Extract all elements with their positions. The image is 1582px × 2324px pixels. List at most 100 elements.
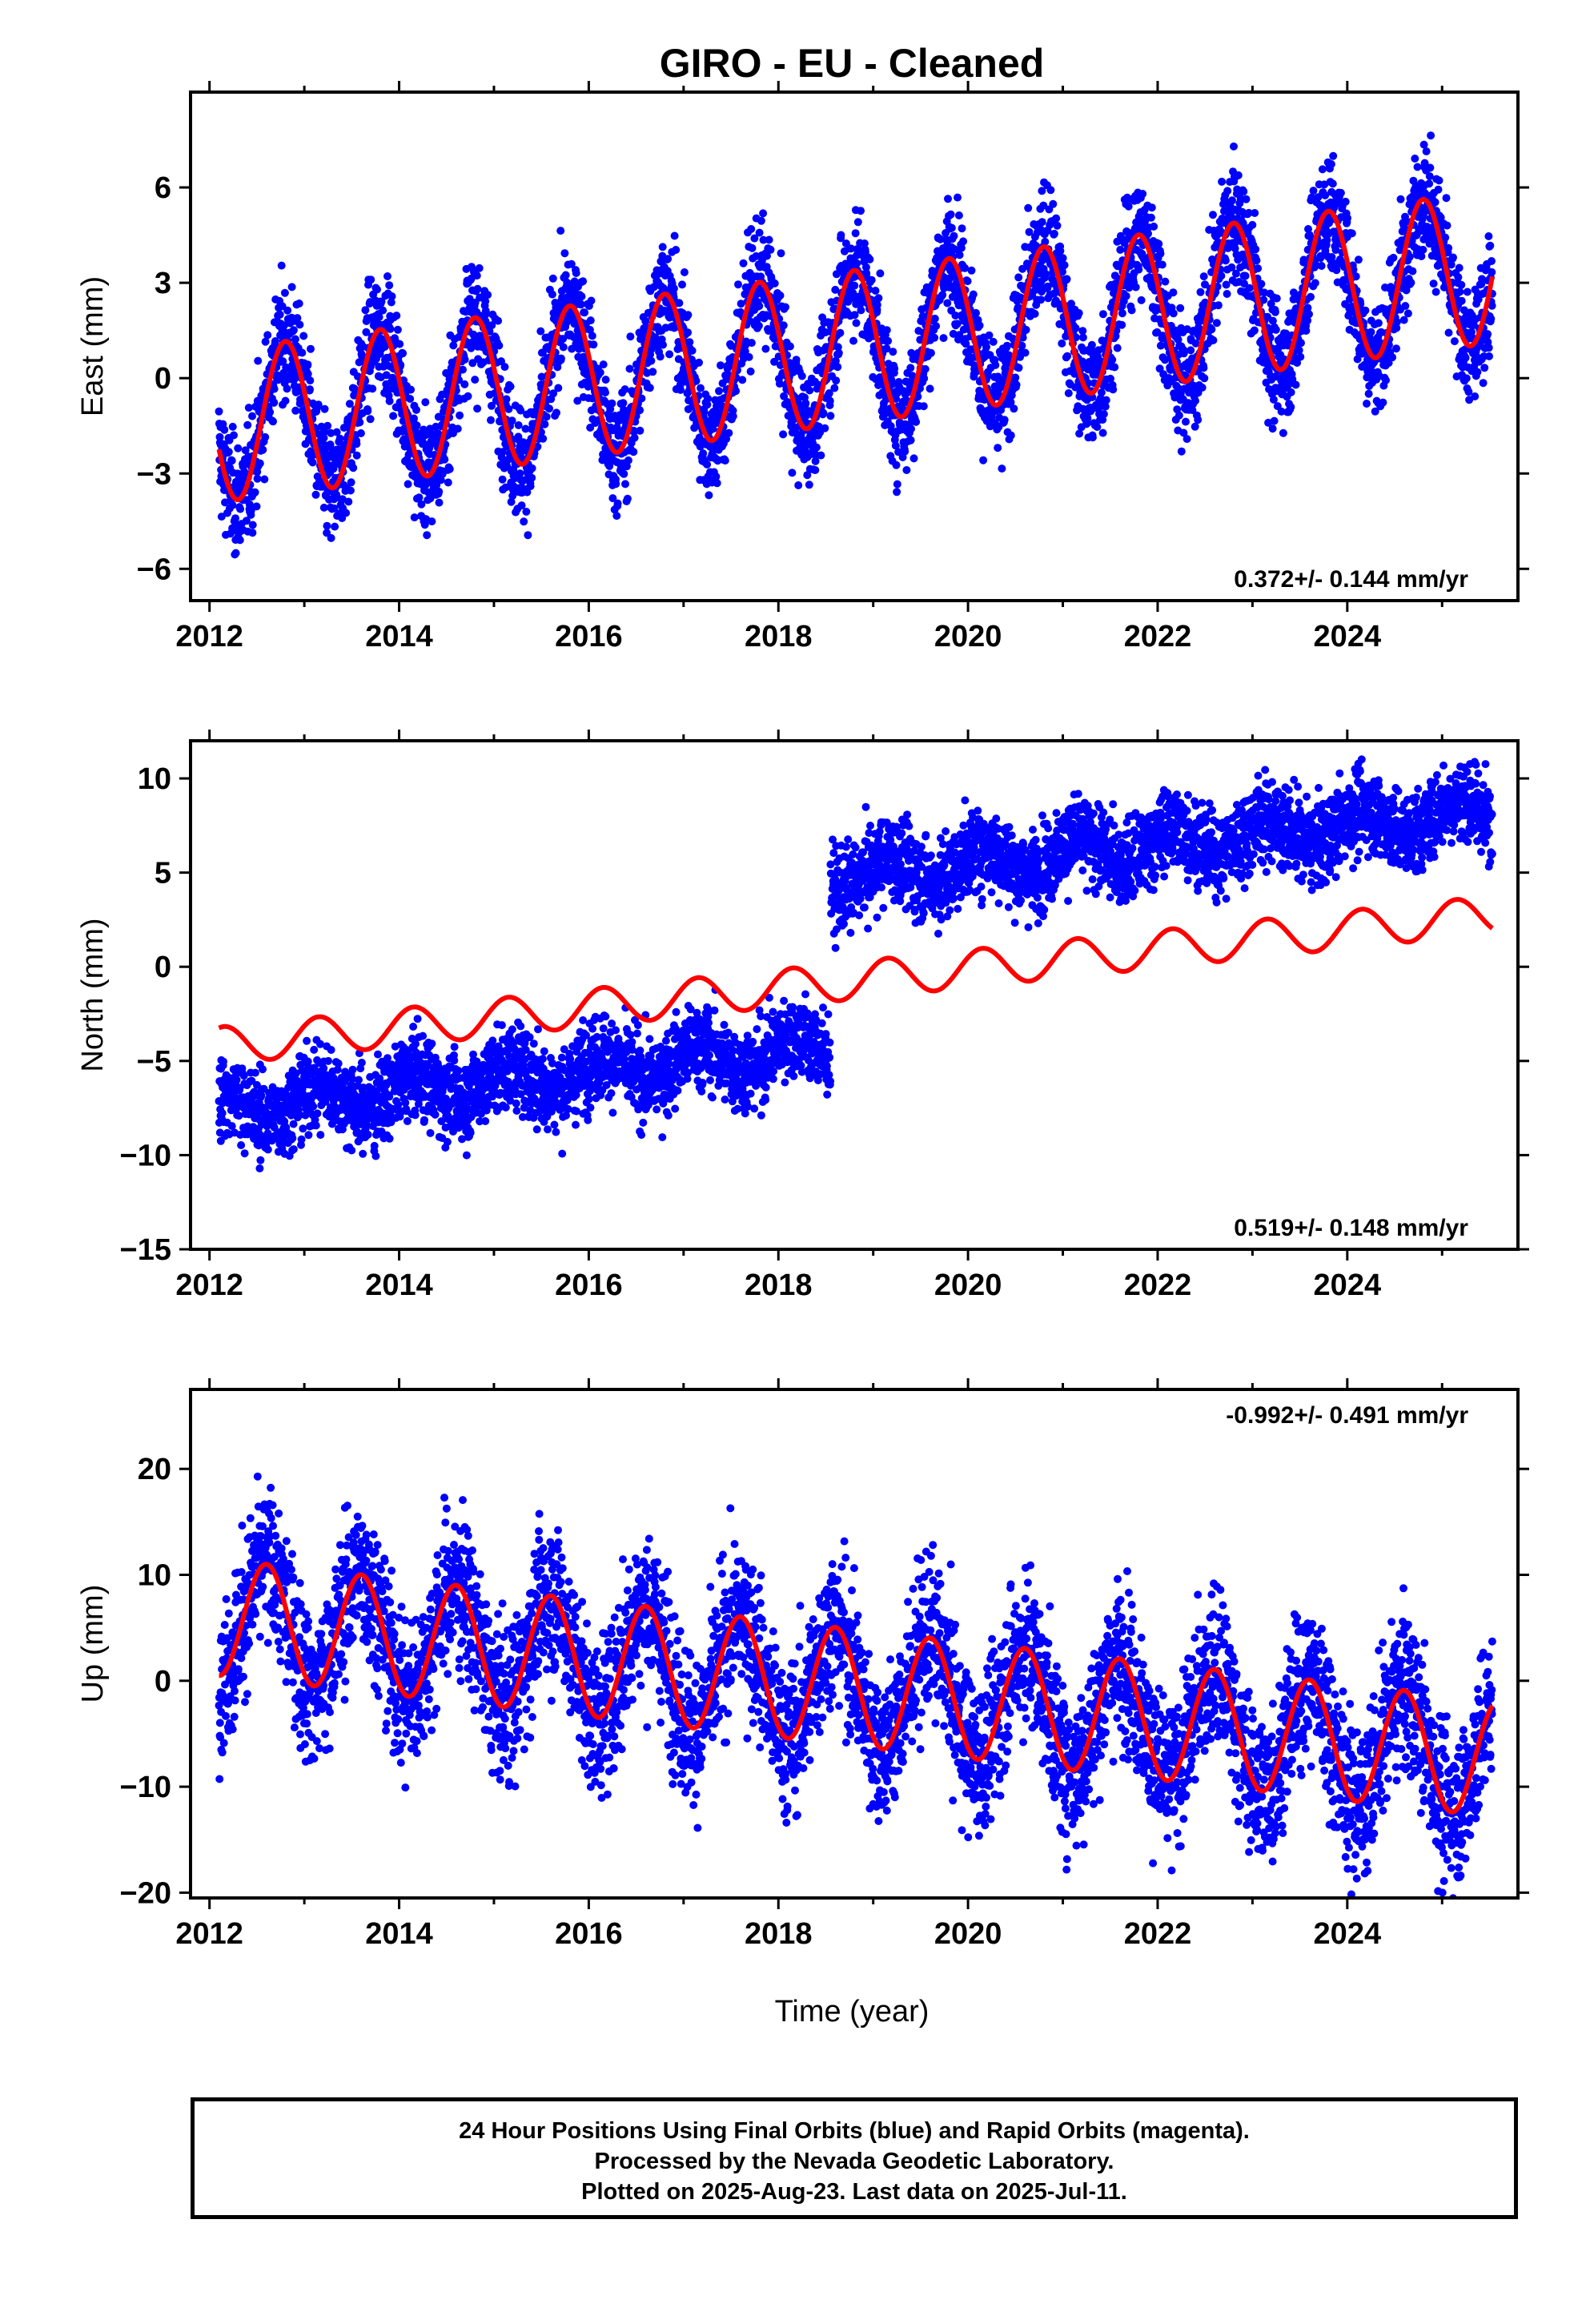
east-data-point bbox=[280, 288, 289, 297]
east-data-point bbox=[494, 316, 503, 325]
east-data-point bbox=[636, 406, 644, 415]
east-data-point bbox=[1361, 306, 1370, 315]
east-data-point bbox=[684, 328, 693, 337]
east-data-point bbox=[471, 376, 480, 384]
east-data-point bbox=[1097, 388, 1106, 397]
east-data-point bbox=[500, 363, 509, 372]
east-data-point bbox=[1367, 328, 1375, 336]
east-data-point bbox=[435, 498, 444, 507]
east-data-point bbox=[1279, 428, 1287, 437]
east-data-point bbox=[227, 456, 236, 465]
east-data-point bbox=[331, 522, 339, 531]
east-data-point bbox=[373, 285, 381, 294]
east-data-point bbox=[1392, 318, 1401, 326]
east-data-point bbox=[220, 425, 229, 434]
east-data-point bbox=[754, 321, 763, 330]
east-data-point bbox=[1336, 188, 1345, 197]
east-data-point bbox=[392, 312, 401, 320]
east-data-point bbox=[1431, 287, 1440, 296]
east-data-point bbox=[1487, 315, 1496, 324]
east-data-point bbox=[770, 357, 779, 366]
east-data-point bbox=[850, 281, 859, 290]
east-data-point bbox=[1341, 197, 1350, 206]
east-data-point bbox=[385, 281, 394, 290]
y-tick-label: 10 bbox=[138, 762, 171, 796]
east-data-point bbox=[1455, 263, 1464, 272]
east-data-point bbox=[704, 394, 713, 403]
east-data-point bbox=[882, 326, 891, 335]
y-tick-label: 5 bbox=[155, 857, 171, 891]
east-data-point bbox=[700, 408, 709, 416]
east-data-point bbox=[1006, 431, 1015, 440]
east-data-point bbox=[235, 536, 244, 545]
east-data-point bbox=[507, 497, 516, 506]
east-data-point bbox=[573, 396, 582, 405]
east-data-point bbox=[832, 376, 841, 385]
east-data-point bbox=[231, 514, 239, 523]
east-data-point bbox=[283, 306, 292, 315]
east-data-point bbox=[684, 311, 693, 320]
east-data-point bbox=[1411, 155, 1419, 163]
east-data-point bbox=[399, 349, 408, 358]
east-data-point bbox=[1223, 290, 1231, 298]
east-data-point bbox=[299, 332, 308, 340]
east-data-point bbox=[560, 249, 569, 258]
east-data-point bbox=[1480, 364, 1489, 372]
east-data-point bbox=[1186, 346, 1195, 355]
east-data-point bbox=[1037, 296, 1046, 304]
east-data-point bbox=[588, 332, 596, 340]
east-data-point bbox=[750, 234, 759, 243]
east-data-point bbox=[1196, 287, 1205, 296]
east-data-point bbox=[393, 325, 402, 334]
east-data-point bbox=[847, 244, 856, 253]
east-data-point bbox=[567, 259, 576, 268]
east-data-point bbox=[295, 300, 303, 308]
east-data-point bbox=[1179, 349, 1188, 358]
east-data-point bbox=[620, 385, 629, 394]
east-data-point bbox=[1363, 400, 1371, 408]
east-data-point bbox=[1449, 253, 1457, 262]
east-data-point bbox=[1169, 288, 1178, 297]
east-data-point bbox=[699, 449, 708, 458]
east-data-point bbox=[1182, 417, 1190, 426]
east-data-point bbox=[349, 464, 358, 472]
east-data-point bbox=[1396, 195, 1405, 203]
east-data-point bbox=[770, 279, 779, 287]
east-data-point bbox=[320, 404, 329, 413]
east-data-point bbox=[1328, 179, 1337, 188]
east-data-point bbox=[1241, 271, 1250, 280]
east-data-point bbox=[954, 211, 963, 219]
east-data-point bbox=[320, 428, 329, 436]
east-data-point bbox=[559, 343, 568, 352]
east-data-point bbox=[636, 426, 644, 435]
east-data-point bbox=[389, 412, 398, 420]
east-data-point bbox=[572, 269, 580, 277]
east-data-point bbox=[759, 235, 768, 244]
east-data-point bbox=[892, 460, 901, 469]
east-data-point bbox=[1485, 352, 1493, 360]
east-data-point bbox=[775, 380, 784, 388]
east-data-point bbox=[421, 398, 430, 407]
east-data-point bbox=[979, 456, 988, 464]
east-data-point bbox=[1272, 294, 1281, 303]
east-data-point bbox=[1427, 131, 1435, 140]
east-data-point bbox=[1454, 273, 1463, 282]
east-data-point bbox=[245, 500, 254, 509]
east-data-point bbox=[621, 480, 629, 489]
east-data-point bbox=[460, 355, 469, 364]
east-data-point bbox=[287, 283, 296, 292]
east-data-point bbox=[641, 317, 650, 325]
east-data-point bbox=[1110, 363, 1119, 372]
east-data-point bbox=[539, 434, 548, 443]
east-data-point bbox=[906, 364, 915, 372]
east-data-point bbox=[234, 444, 243, 452]
east-data-point bbox=[1291, 380, 1300, 389]
east-rate-label: 0.372+/- 0.144 mm/yr bbox=[1234, 566, 1468, 593]
east-data-point bbox=[1408, 267, 1417, 275]
east-data-point bbox=[659, 340, 667, 349]
east-data-point bbox=[435, 487, 444, 496]
east-data-point bbox=[540, 420, 549, 428]
east-data-point bbox=[367, 275, 375, 284]
east-data-point bbox=[833, 343, 842, 352]
